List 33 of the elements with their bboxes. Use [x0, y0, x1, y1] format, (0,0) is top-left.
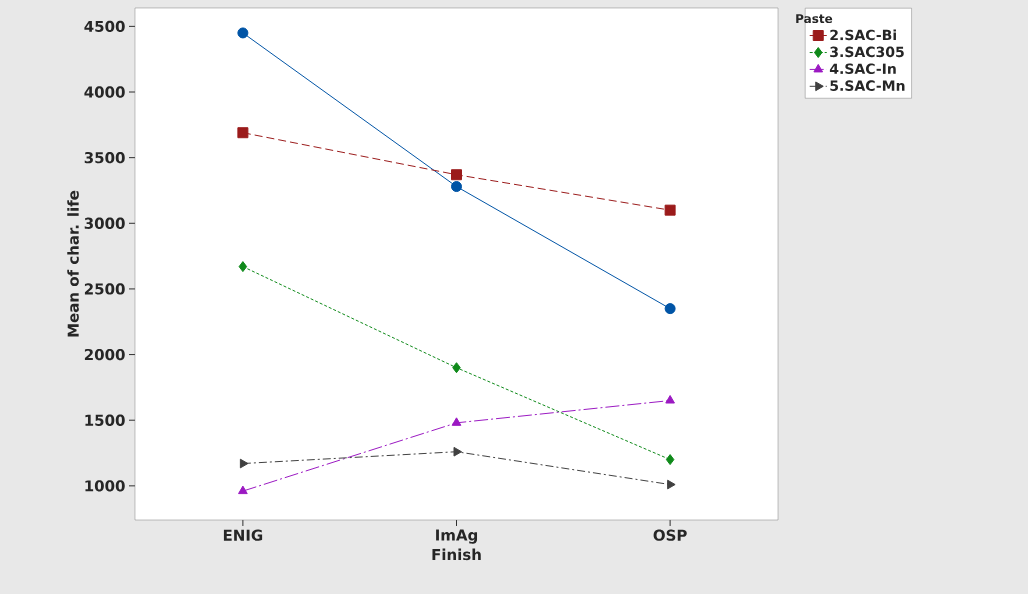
- point: [238, 261, 248, 273]
- point: [237, 127, 249, 139]
- y-tick-label: 1500: [85, 414, 125, 426]
- y-tick-label: 2000: [84, 348, 125, 361]
- point: [451, 169, 463, 181]
- point: [451, 181, 463, 193]
- point: [453, 446, 463, 457]
- legend-label: 5.SAC-Mn: [830, 80, 905, 91]
- point: [665, 454, 675, 466]
- y-tick-label: 1000: [85, 480, 125, 492]
- y-axis-title: Mean of char. life: [67, 190, 79, 337]
- y-tick-label: 4000: [84, 86, 125, 98]
- y-tick-label: 3000: [84, 217, 125, 229]
- y-tick-label: 4500: [84, 20, 125, 33]
- legend-label: 2.SAC-Bi: [830, 29, 896, 41]
- point: [452, 362, 461, 374]
- x-axis-title: Finish: [432, 548, 481, 561]
- y-tick-label: 2500: [84, 283, 125, 295]
- y-tick-label: 3500: [84, 151, 125, 164]
- x-tick-label: OSP: [653, 529, 687, 541]
- point: [451, 417, 462, 426]
- point: [664, 204, 676, 216]
- x-tick-label: ImAg: [436, 529, 478, 544]
- point: [238, 485, 248, 495]
- legend-title: Paste: [796, 14, 833, 24]
- point: [664, 303, 676, 315]
- point: [667, 479, 676, 490]
- point: [237, 27, 249, 39]
- legend-label: 3.SAC305: [830, 46, 904, 58]
- legend-label: 4.SAC-In: [829, 63, 896, 75]
- point: [665, 395, 675, 404]
- point: [239, 458, 249, 469]
- x-tick-label: ENIG: [223, 529, 263, 541]
